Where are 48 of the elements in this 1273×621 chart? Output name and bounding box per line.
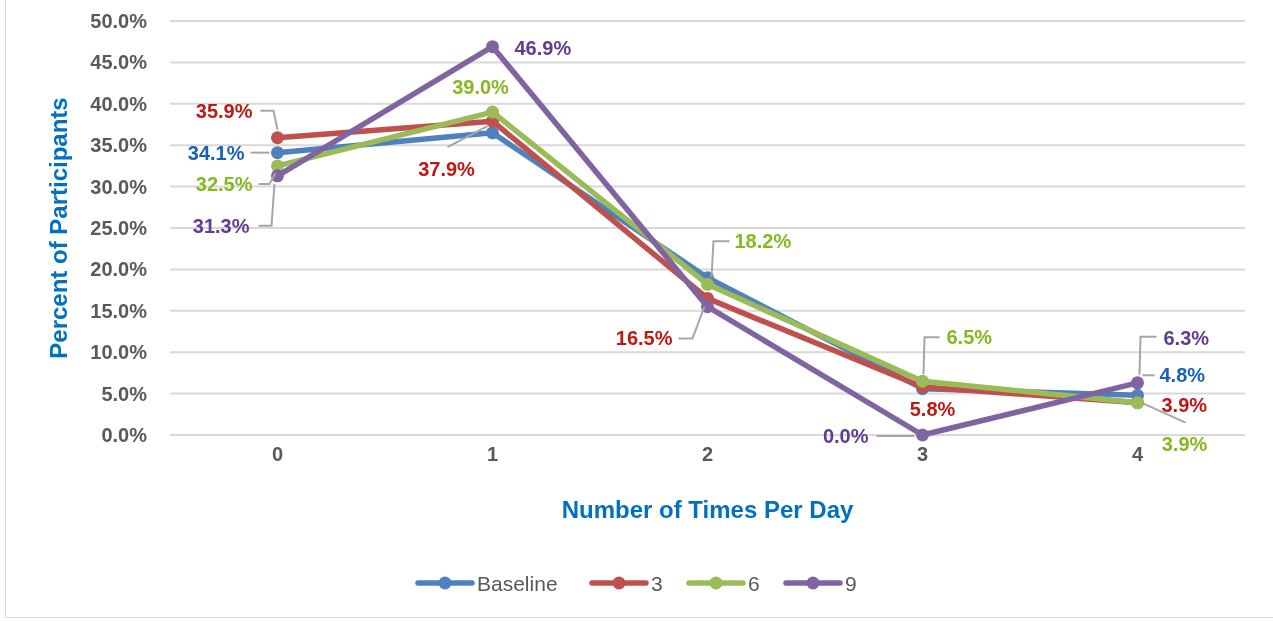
y-tick-label: 30.0% <box>90 175 148 198</box>
point <box>486 40 499 54</box>
y-tick-label: 45.0% <box>90 51 148 74</box>
y-tick-label: 20.0% <box>90 258 148 281</box>
y-tick-label: 10.0% <box>90 341 148 364</box>
x-tick-label: 2 <box>701 443 714 465</box>
data-label: 39.0% <box>452 76 510 99</box>
data-label: 3.9% <box>1161 432 1208 455</box>
point <box>916 428 929 442</box>
point <box>271 146 284 160</box>
point <box>1131 376 1144 390</box>
y-tick-label: 5.0% <box>101 382 148 405</box>
x-tick-label: 0 <box>271 443 284 465</box>
y-tick-label: 35.0% <box>90 134 148 157</box>
point <box>701 300 714 314</box>
data-label: 6.5% <box>946 326 993 349</box>
point <box>486 126 499 140</box>
legend-label: Baseline <box>477 572 558 595</box>
data-label: 5.8% <box>909 397 956 420</box>
x-tick-label: 4 <box>1131 443 1144 465</box>
data-label: 4.8% <box>1159 364 1206 387</box>
y-axis-title: Percent of Participants <box>45 97 72 359</box>
data-label: 37.9% <box>418 158 476 181</box>
y-tick-label: 0.0% <box>101 424 148 446</box>
legend-label: 6 <box>748 572 760 595</box>
y-tick-label: 50.0% <box>90 10 148 32</box>
point <box>271 131 284 145</box>
point <box>486 105 499 119</box>
y-tick-label: 15.0% <box>90 299 148 322</box>
data-label: 16.5% <box>615 327 673 350</box>
x-tick-label: 3 <box>916 443 929 465</box>
x-tick-label: 1 <box>486 443 499 465</box>
x-axis-title: Number of Times Per Day <box>561 496 854 523</box>
data-label: 32.5% <box>195 172 253 195</box>
data-label: 35.9% <box>195 99 253 122</box>
data-label: 31.3% <box>192 214 250 237</box>
legend-label: 9 <box>845 572 857 595</box>
data-label: 0.0% <box>822 425 869 447</box>
point <box>916 374 929 388</box>
y-tick-label: 40.0% <box>90 92 148 115</box>
point <box>701 277 714 291</box>
y-tick-label: 25.0% <box>90 217 148 239</box>
data-label: 3.9% <box>1161 393 1208 416</box>
data-label: 6.3% <box>1163 326 1210 349</box>
data-label: 18.2% <box>734 230 792 253</box>
legend-label: 3 <box>651 572 663 595</box>
data-label: 46.9% <box>514 36 572 59</box>
data-label: 34.1% <box>187 141 245 164</box>
